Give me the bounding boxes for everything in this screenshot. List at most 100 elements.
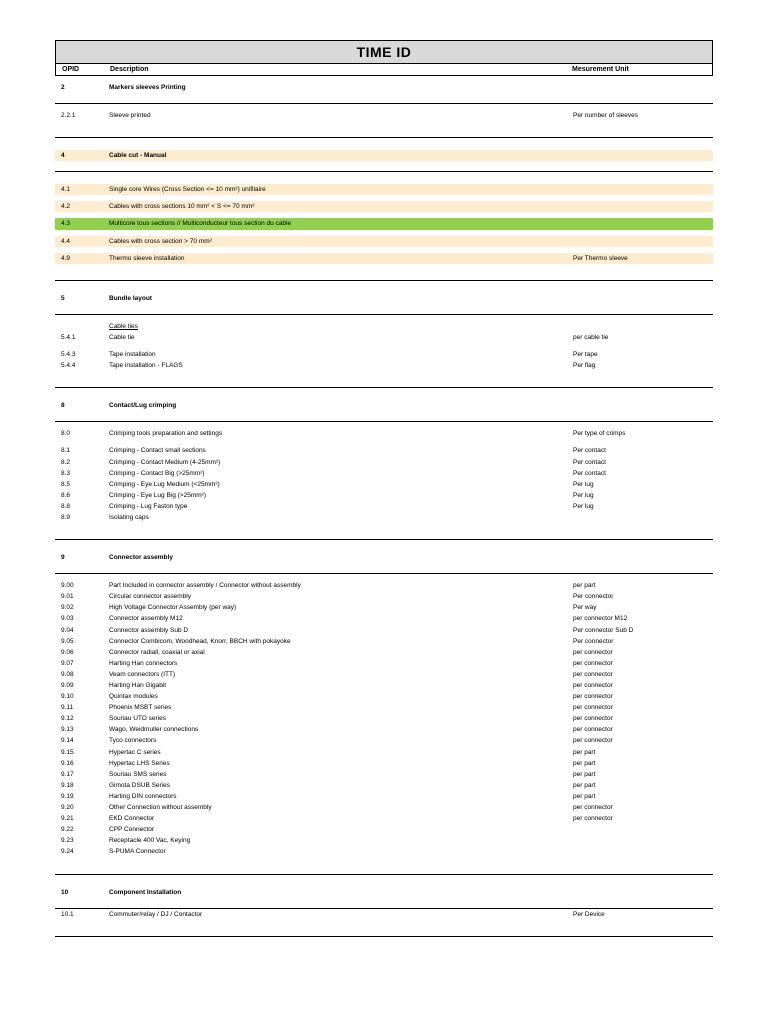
table-row: 8.1Crimping - Contact small sectionsPer … xyxy=(55,445,713,456)
row-unit: Per type of crimps xyxy=(573,429,713,438)
row-desc: Hypertac LHS Series xyxy=(109,759,573,768)
table-row: 8.3Crimping - Contact Big (>25mm²)Per co… xyxy=(55,468,713,479)
row-unit: per cable tie xyxy=(573,333,713,342)
table-row: 9.05Connector Combicom, Woodhead, Knorr,… xyxy=(55,636,713,647)
row-desc: Connector assembly M12 xyxy=(109,614,573,623)
row-opid: 9.05 xyxy=(55,637,109,646)
section-title: Component Installation xyxy=(109,888,573,897)
table-row: 8.6Crimping - Eye Lug Big (>25mm²)Per lu… xyxy=(55,490,713,501)
row-opid: 8.1 xyxy=(55,446,109,455)
row-opid: 9.13 xyxy=(55,725,109,734)
row-opid: 9.09 xyxy=(55,681,109,690)
row-opid: 4.9 xyxy=(55,254,109,263)
row-opid: 8.0 xyxy=(55,429,109,438)
table-row: 8.5Crimping - Eye Lug Medium (<25mm²)Per… xyxy=(55,479,713,490)
row-unit: Per connector Sub D xyxy=(573,626,713,635)
row-unit xyxy=(573,513,713,522)
row-opid: 4.1 xyxy=(55,185,109,194)
row-desc: Harting Han connectors xyxy=(109,659,573,668)
section-title: Cable cut - Manual xyxy=(109,151,573,160)
row-desc: S-PUMA Connector xyxy=(109,847,573,856)
table-row: 8.0Crimping tools preparation and settin… xyxy=(55,428,713,439)
document-page: TIME ID OPID Description Mesurement Unit… xyxy=(0,0,768,957)
row-desc: Other Connection without assembly xyxy=(109,803,573,812)
row-desc: Quintax modules xyxy=(109,692,573,701)
row-opid: 9.02 xyxy=(55,603,109,612)
table-row: 8.9Isolating caps xyxy=(55,512,713,523)
row-unit: per connector xyxy=(573,703,713,712)
table-row: 4.4Cables with cross section > 70 mm² xyxy=(55,236,713,247)
subsection-title: Cable ties xyxy=(55,321,713,332)
row-desc: Commuter/relay / DJ / Contactor xyxy=(109,910,573,919)
row-desc: Isolating caps xyxy=(109,513,573,522)
table-row: 9.16Hypertac LHS Seriesper part xyxy=(55,758,713,769)
row-opid: 9.03 xyxy=(55,614,109,623)
section-opid: 8 xyxy=(55,401,109,410)
section-header: 9Connector assembly xyxy=(55,552,713,563)
row-desc: Single core Wires (Cross Section <= 10 m… xyxy=(109,185,573,194)
row-unit xyxy=(573,219,713,228)
table-row: 9.24S-PUMA Connector xyxy=(55,846,713,857)
section-opid: 9 xyxy=(55,553,109,562)
row-desc: Phoenix MSBT series xyxy=(109,703,573,712)
row-unit: Per Device xyxy=(573,910,713,919)
row-unit: per part xyxy=(573,792,713,801)
row-unit: Per number of sleeves xyxy=(573,111,713,120)
row-desc: Receptacle 400 Vac, Keying xyxy=(109,836,573,845)
row-desc: EKD Connector xyxy=(109,814,573,823)
row-unit: per part xyxy=(573,759,713,768)
table-row: 5.4.1Cable tieper cable tie xyxy=(55,332,713,343)
row-desc: Tape installation xyxy=(109,350,573,359)
row-opid: 8.9 xyxy=(55,513,109,522)
row-desc: Crimping - Contact small sections xyxy=(109,446,573,455)
row-opid: 5.4.3 xyxy=(55,350,109,359)
row-unit: Per contact xyxy=(573,469,713,478)
row-unit: per connector xyxy=(573,648,713,657)
row-unit: per part xyxy=(573,770,713,779)
row-unit: Per way xyxy=(573,603,713,612)
row-unit xyxy=(573,847,713,856)
table-row: 9.00Part Included in connector assembly … xyxy=(55,580,713,591)
row-desc: Sleeve printed xyxy=(109,111,573,120)
row-unit: Per Thermo sleeve xyxy=(573,254,713,263)
section-title: Connector assembly xyxy=(109,553,573,562)
row-desc: Crimping tools preparation and settings xyxy=(109,429,573,438)
row-desc: Cable tie xyxy=(109,333,573,342)
row-desc: Cables with cross section > 70 mm² xyxy=(109,237,573,246)
row-unit: Per contact xyxy=(573,458,713,467)
section-opid: 2 xyxy=(55,83,109,92)
row-desc: Harting DIN connectors xyxy=(109,792,573,801)
table-row: 9.10Quintax modulesper connector xyxy=(55,691,713,702)
row-desc: Crimping - Contact Medium (4-25mm²) xyxy=(109,458,573,467)
table-row: 9.17Souriau SMS seriesper part xyxy=(55,769,713,780)
table-row: 9.13Wago, Weidmuller connectionsper conn… xyxy=(55,724,713,735)
section-opid: 5 xyxy=(55,294,109,303)
row-desc: High Voltage Connector Assembly (per way… xyxy=(109,603,573,612)
row-unit: per part xyxy=(573,781,713,790)
section-opid: 4 xyxy=(55,151,109,160)
row-desc: Crimping - Eye Lug Big (>25mm²) xyxy=(109,491,573,500)
row-opid: 9.15 xyxy=(55,748,109,757)
section-header: 4Cable cut - Manual xyxy=(55,150,713,161)
row-unit: Per flag xyxy=(573,361,713,370)
row-unit: per connector xyxy=(573,681,713,690)
header-opid: OPID xyxy=(56,66,110,73)
row-unit: per connector xyxy=(573,714,713,723)
row-desc: Tape installation - FLAGS xyxy=(109,361,573,370)
table-row: 9.20Other Connection without assemblyper… xyxy=(55,802,713,813)
row-desc: Crimping - Contact Big (>25mm²) xyxy=(109,469,573,478)
row-unit: per part xyxy=(573,748,713,757)
row-opid: 9.00 xyxy=(55,581,109,590)
row-opid: 9.24 xyxy=(55,847,109,856)
table-row: 8.2Crimping - Contact Medium (4-25mm²)Pe… xyxy=(55,457,713,468)
table-row: 9.15Hypertac C seriesper part xyxy=(55,747,713,758)
row-desc: Connector radiall, coaxial or axial xyxy=(109,648,573,657)
row-desc: Crimping - Eye Lug Medium (<25mm²) xyxy=(109,480,573,489)
row-unit: Per lug xyxy=(573,502,713,511)
content-area: 2Markers sleeves Printing2.2.1Sleeve pri… xyxy=(55,76,713,937)
table-row: 9.01Circular connector assemblyPer conne… xyxy=(55,591,713,602)
row-unit: per connector xyxy=(573,814,713,823)
table-row: 2.2.1Sleeve printedPer number of sleeves xyxy=(55,110,713,121)
row-desc: Part Included in connector assembly / Co… xyxy=(109,581,573,590)
table-row: 9.04Connector assembly Sub DPer connecto… xyxy=(55,625,713,636)
